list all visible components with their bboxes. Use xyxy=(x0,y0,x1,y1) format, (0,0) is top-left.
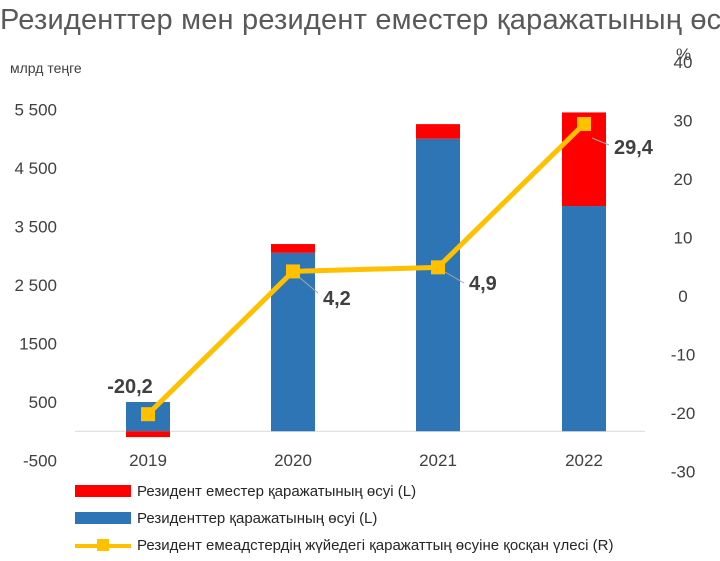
share-line xyxy=(146,122,586,416)
right-tick-label: 20 xyxy=(674,170,693,189)
legend-item-share-line: Резидент емеадстердің жүйедегі қаражатты… xyxy=(75,534,613,556)
legend-swatch-red xyxy=(75,485,131,497)
left-tick-label: 4 500 xyxy=(14,159,57,178)
legend-swatch-blue xyxy=(75,512,131,524)
data-label: 4,2 xyxy=(323,288,351,310)
left-tick-label: -500 xyxy=(23,452,57,471)
data-label-leader xyxy=(299,277,319,294)
left-axis-unit: млрд теңге xyxy=(10,60,82,76)
share-marker xyxy=(286,264,300,279)
legend-item-nonresidents: Резидент еместер қаражатының өсуі (L) xyxy=(75,480,613,502)
share-marker xyxy=(431,260,445,275)
data-label-leader xyxy=(444,271,465,284)
right-tick-label: 0 xyxy=(678,287,687,306)
data-label: -20,2 xyxy=(107,376,153,398)
legend-swatch-line xyxy=(75,539,131,551)
left-tick-label: 500 xyxy=(29,393,57,412)
share-marker xyxy=(141,407,155,422)
legend-label-residents: Резиденттер қаражатының өсуі (L) xyxy=(137,509,378,527)
bar-nonresidents xyxy=(271,244,315,253)
category-label: 2019 xyxy=(129,451,167,470)
left-tick-label: 2 500 xyxy=(14,276,57,295)
category-label: 2021 xyxy=(419,451,457,470)
data-label-leader xyxy=(591,137,610,146)
left-tick-label: 3 500 xyxy=(14,218,57,237)
right-tick-label: 40 xyxy=(674,53,693,72)
chart-legend: Резидент еместер қаражатының өсуі (L) Ре… xyxy=(75,480,613,561)
bar-nonresidents xyxy=(416,124,460,139)
right-tick-label: -20 xyxy=(671,404,696,423)
bar-residents xyxy=(416,138,460,432)
legend-label-nonresidents: Резидент еместер қаражатының өсуі (L) xyxy=(137,482,417,500)
legend-item-residents: Резиденттер қаражатының өсуі (L) xyxy=(75,507,613,529)
right-tick-label: -30 xyxy=(671,463,696,481)
category-label: 2020 xyxy=(274,451,312,470)
chart-title: Резиденттер мен резидент еместер қаражат… xyxy=(0,4,720,36)
legend-label-share: Резидент емеадстердің жүйедегі қаражатты… xyxy=(137,536,614,554)
right-tick-label: 30 xyxy=(674,112,693,131)
bar-residents xyxy=(562,206,606,432)
share-marker xyxy=(577,117,591,132)
left-tick-label: 5 500 xyxy=(14,101,57,120)
category-label: 2022 xyxy=(565,451,603,470)
data-label: 29,4 xyxy=(614,137,654,159)
bar-nonresidents xyxy=(126,431,170,438)
right-axis-unit: % xyxy=(676,45,692,64)
left-tick-label: 1500 xyxy=(19,335,57,354)
bar-residents xyxy=(271,252,315,432)
chart-plot: -500 500 1500 2 500 3 500 4 500 5 500 -30 -20 -10… xyxy=(14,53,696,481)
data-label: 4,9 xyxy=(469,273,497,295)
right-tick-label: -10 xyxy=(671,346,696,365)
right-tick-label: 10 xyxy=(674,229,693,248)
